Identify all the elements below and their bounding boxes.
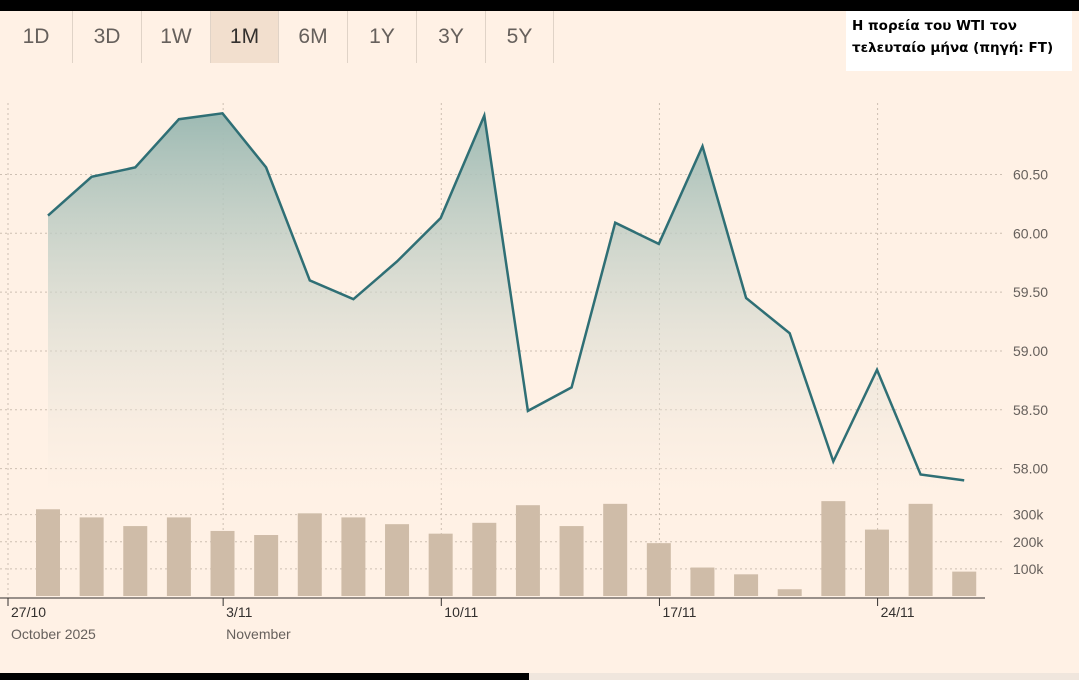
- volume-bar: [428, 533, 453, 596]
- volume-bar: [690, 567, 715, 596]
- price-tick-label: 60.00: [1013, 225, 1048, 241]
- volume-bar: [36, 509, 60, 596]
- x-tick-label: 17/11: [662, 604, 696, 620]
- volume-bar: [515, 505, 540, 596]
- volume-bar: [254, 535, 279, 596]
- y-axis-labels: 58.00 58.50 59.00 59.50 60.00 60.50 100k 200k 30…: [1013, 166, 1048, 576]
- tab-3d[interactable]: 3D: [73, 11, 142, 63]
- price-tick-label: 58.50: [1013, 402, 1048, 418]
- volume-bar: [821, 501, 846, 596]
- timeframe-tabs: 1D 3D 1W 1M 6M 1Y 3Y 5Y: [0, 11, 554, 63]
- volume-bar: [385, 524, 410, 596]
- top-bar: [0, 0, 1079, 11]
- price-line: [47, 111, 965, 482]
- volume-bar: [472, 522, 497, 596]
- tab-6m[interactable]: 6M: [279, 11, 348, 63]
- x-tick-label: 27/10: [11, 604, 46, 620]
- price-line-path: [47, 111, 965, 482]
- price-tick-label: 59.50: [1013, 284, 1048, 300]
- scroll-bar-track[interactable]: [529, 673, 1079, 680]
- chart-caption: Η πορεία του WTI τον τελευταίο μήνα (πηγ…: [846, 11, 1072, 71]
- volume-tick-label: 300k: [1013, 507, 1044, 523]
- caption-line-1: Η πορεία του WTI τον: [852, 18, 1017, 34]
- volume-bar: [908, 503, 933, 596]
- tab-1m[interactable]: 1M: [211, 11, 279, 63]
- x-tick-label: 10/11: [444, 604, 478, 620]
- tab-1y[interactable]: 1Y: [348, 11, 417, 63]
- volume-bar: [864, 529, 889, 596]
- volume-bar: [559, 526, 584, 596]
- volume-bars: [36, 501, 977, 596]
- tab-5y[interactable]: 5Y: [486, 11, 554, 63]
- x-tick-label: 24/11: [881, 604, 915, 620]
- volume-bar: [777, 589, 802, 596]
- volume-tick-label: 200k: [1013, 534, 1044, 550]
- volume-bar: [79, 517, 104, 596]
- tab-1d[interactable]: 1D: [0, 11, 73, 63]
- volume-bar: [297, 513, 322, 596]
- scroll-bar-thumb[interactable]: [0, 673, 529, 680]
- caption-line-2: τελευταίο μήνα (πηγή: FT): [852, 40, 1054, 56]
- volume-tick-label: 100k: [1013, 561, 1044, 577]
- volume-bar: [952, 571, 977, 596]
- price-tick-label: 58.00: [1013, 461, 1048, 477]
- volume-bar: [123, 526, 148, 596]
- x-tick-sublabel: October 2025: [11, 626, 96, 642]
- volume-bar: [210, 530, 235, 596]
- wti-price-chart: 58.00 58.50 59.00 59.50 60.00 60.50 100k 200k 30…: [0, 103, 1048, 642]
- tab-1w[interactable]: 1W: [142, 11, 211, 63]
- volume-bar: [734, 574, 759, 596]
- volume-bar: [166, 517, 191, 596]
- price-area-fill: [48, 113, 965, 494]
- x-tick-sublabel: November: [226, 626, 291, 642]
- tab-3y[interactable]: 3Y: [417, 11, 486, 63]
- x-axis-labels: 27/10 October 2025 3/11 November 10/11 17/11 2…: [7, 598, 915, 642]
- price-area: [48, 113, 965, 494]
- volume-bar: [603, 503, 628, 596]
- volume-bar: [341, 517, 366, 596]
- volume-bar: [646, 543, 671, 596]
- price-tick-label: 59.00: [1013, 343, 1048, 359]
- price-tick-label: 60.50: [1013, 166, 1048, 182]
- x-tick-label: 3/11: [226, 604, 252, 620]
